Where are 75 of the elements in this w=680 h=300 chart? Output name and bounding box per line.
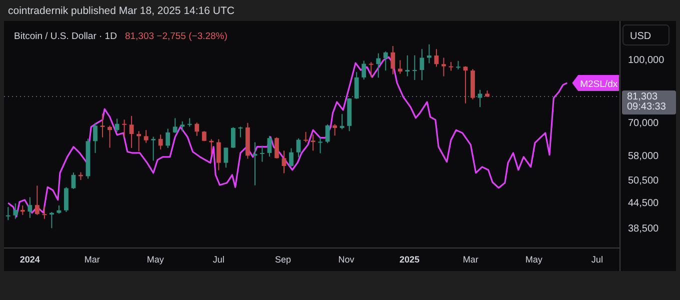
- ref-line-label: 81,303 09:43:33: [627, 91, 666, 112]
- candlestick: [420, 48, 424, 81]
- candlestick: [412, 54, 417, 80]
- candlestick: [340, 114, 344, 130]
- y-axis-title: USD: [630, 31, 652, 42]
- x-tick-label: Mar: [84, 254, 100, 264]
- text: cointradernik published Mar 18, 2025 14:16 UTC: [8, 5, 235, 17]
- candlestick: [50, 212, 54, 229]
- candlestick: [398, 60, 402, 74]
- series-label: M2SL/dx: [580, 78, 618, 90]
- candlestick: [376, 52, 381, 78]
- candlestick: [166, 128, 170, 148]
- candlestick: [34, 185, 40, 216]
- candlestick: [238, 126, 243, 138]
- x-tick-label: 2025: [399, 254, 420, 264]
- y-tick-label: 50,500: [628, 176, 660, 187]
- x-tick-label: Jul: [591, 254, 603, 264]
- text: Bitcoin / U.S. Dollar · 1D: [14, 31, 118, 42]
- candlestick: [64, 186, 68, 212]
- candlestick: [426, 44, 432, 64]
- y-tick-label: 44,500: [628, 198, 660, 209]
- x-tick-label: May: [146, 254, 164, 264]
- candlestick: [267, 135, 272, 158]
- candlestick: [6, 206, 10, 221]
- candlestick: [209, 138, 214, 156]
- candlestick: [172, 118, 178, 134]
- candlestick: [129, 115, 134, 148]
- candlestick: [93, 122, 98, 154]
- x-tick-label: May: [525, 254, 543, 264]
- candlestick: [194, 122, 200, 136]
- candlestick: [108, 125, 112, 148]
- candlestick: [13, 202, 18, 220]
- candlestick: [144, 130, 148, 144]
- y-tick-label: 70,000: [628, 118, 660, 130]
- candlestick: [289, 148, 294, 168]
- candlestick: [478, 89, 482, 108]
- candlestick: [434, 48, 439, 68]
- candlestick: [224, 147, 228, 168]
- candlestick: [368, 62, 374, 78]
- x-tick-label: Nov: [338, 254, 355, 264]
- candlestick: [42, 206, 47, 220]
- candlestick: [383, 50, 388, 72]
- candlestick: [230, 126, 236, 148]
- candlestick: [362, 60, 366, 80]
- candlestick: [310, 134, 316, 152]
- candlestick: [20, 204, 25, 216]
- y-tick-label: 58,000: [628, 151, 660, 162]
- candlestick: [122, 119, 126, 138]
- candlestick: [180, 120, 185, 132]
- candlestick: [390, 45, 396, 75]
- candlestick: [296, 138, 301, 158]
- candlestick: [405, 54, 410, 77]
- candlestick: [260, 145, 264, 162]
- candlestick: [463, 66, 468, 104]
- candlestick: [158, 134, 163, 150]
- candlestick: [28, 196, 32, 218]
- x-tick-label: 2024: [20, 254, 40, 264]
- candlestick: [216, 138, 221, 171]
- candlestick: [304, 131, 308, 143]
- candlestick: [332, 124, 338, 136]
- candlestick: [282, 150, 286, 174]
- candlestick: [274, 136, 279, 159]
- candlestick: [354, 72, 359, 100]
- x-tick-label: Jul: [212, 254, 224, 264]
- candlestick: [325, 124, 330, 144]
- candlestick: [136, 130, 142, 152]
- x-tick-label: Mar: [462, 254, 478, 264]
- candlestick: [442, 57, 446, 77]
- candlestick: [151, 136, 156, 162]
- text: 81,303 −2,755 (−3.28%): [124, 31, 228, 42]
- x-tick-label: Sep: [274, 254, 291, 264]
- y-tick-label: 100,000: [628, 55, 665, 66]
- y-tick-label: 38,500: [628, 223, 660, 234]
- candlestick: [318, 136, 322, 154]
- candlestick: [100, 113, 105, 138]
